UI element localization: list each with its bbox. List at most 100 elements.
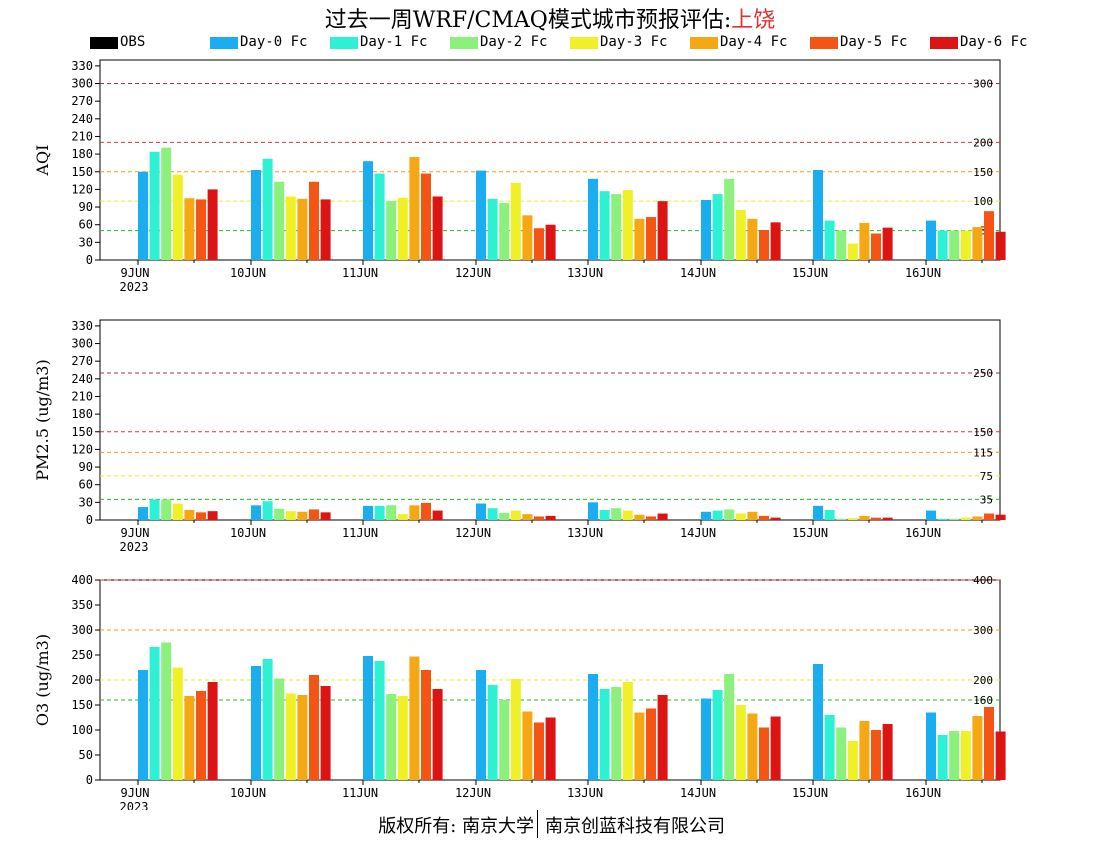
bar [759,727,769,780]
bar [724,509,735,520]
bar [972,716,983,780]
y-tick-label: 60 [79,478,93,492]
bar [836,727,847,780]
bar [149,151,160,260]
x-tick-label: 12JUN [455,786,491,800]
bar [161,499,172,520]
bar [657,201,668,260]
x-tick-label: 16JUN [905,526,941,540]
legend-label: OBS [120,34,146,50]
bar [184,696,195,780]
bar [759,230,769,260]
bar [747,511,758,520]
bar [611,508,622,520]
y-tick-label: 30 [79,235,93,249]
bar [309,181,319,260]
y-tick-label: 210 [71,129,93,143]
bar [995,514,1006,520]
bar [386,694,397,780]
x-year-label: 2023 [120,280,149,294]
bar [274,508,285,520]
bar [522,215,533,260]
bar [847,741,858,780]
x-tick-label: 14JUN [680,526,716,540]
bar [207,189,218,260]
bar [274,678,285,780]
bar [138,507,148,520]
y-tick-label: 60 [79,218,93,232]
bar [297,198,308,260]
y-tick-label: 0 [86,773,93,787]
bar [634,514,645,520]
bar [588,502,598,520]
legend-swatch [90,37,118,49]
bar [545,717,556,780]
bar [724,674,735,780]
y-tick-label: 400 [71,573,93,587]
bar [995,731,1006,780]
bar [397,197,408,260]
bar [646,516,656,520]
bar [476,170,486,260]
bar [926,220,936,260]
bar [824,715,835,780]
bar [960,517,971,520]
y-tick-label: 150 [71,165,93,179]
x-tick-label: 12JUN [455,266,491,280]
x-tick-label: 11JUN [342,526,378,540]
bar [599,510,610,520]
threshold-label: 400 [973,574,993,587]
threshold-label: 300 [973,78,993,91]
bar [634,712,645,780]
x-tick-label: 15JUN [792,786,828,800]
page-title: 过去一周WRF/CMAQ模式城市预报评估:上饶 [0,2,1100,34]
bar [712,690,723,780]
bar [309,675,319,780]
x-tick-label: 12JUN [455,526,491,540]
legend-swatch [330,37,358,49]
bar [510,182,521,260]
bar [262,158,273,260]
y-tick-label: 0 [86,253,93,267]
y-tick-label: 270 [71,94,93,108]
bar [409,157,420,260]
x-tick-label: 9JUN [121,526,150,540]
bar [824,510,835,520]
legend-swatch [930,37,958,49]
bar [397,696,408,780]
bar [374,661,385,780]
bar [813,505,823,520]
y-tick-label: 330 [71,59,93,73]
bar [747,713,758,780]
y-tick-label: 300 [71,337,93,351]
bar [161,147,172,260]
bar [251,666,261,780]
bar [510,510,521,520]
y-tick-label: 210 [71,389,93,403]
threshold-label: 300 [973,624,993,637]
bar [588,178,598,260]
bar [534,722,544,780]
footer-company: 南京创蓝科技有限公司 [545,816,725,837]
threshold-label: 75 [980,470,993,483]
legend-label: Day-3 Fc [600,34,668,50]
bar [184,510,195,520]
bar [926,510,936,520]
bar [499,202,510,260]
footer-separator [537,810,538,838]
bar [634,218,645,260]
bar [207,511,218,520]
bar [320,512,331,520]
bar [196,199,206,260]
x-tick-label: 13JUN [567,526,603,540]
bar [374,505,385,520]
legend: OBS Day-0 Fc Day-1 Fc Day-2 Fc Day-3 Fc Day-4… [0,34,1100,54]
x-tick-label: 15JUN [792,266,828,280]
bar [984,513,994,520]
y-tick-label: 150 [71,698,93,712]
bar [599,191,610,260]
bar [847,243,858,260]
bar [285,693,296,780]
x-tick-label: 16JUN [905,266,941,280]
bar [421,670,431,780]
